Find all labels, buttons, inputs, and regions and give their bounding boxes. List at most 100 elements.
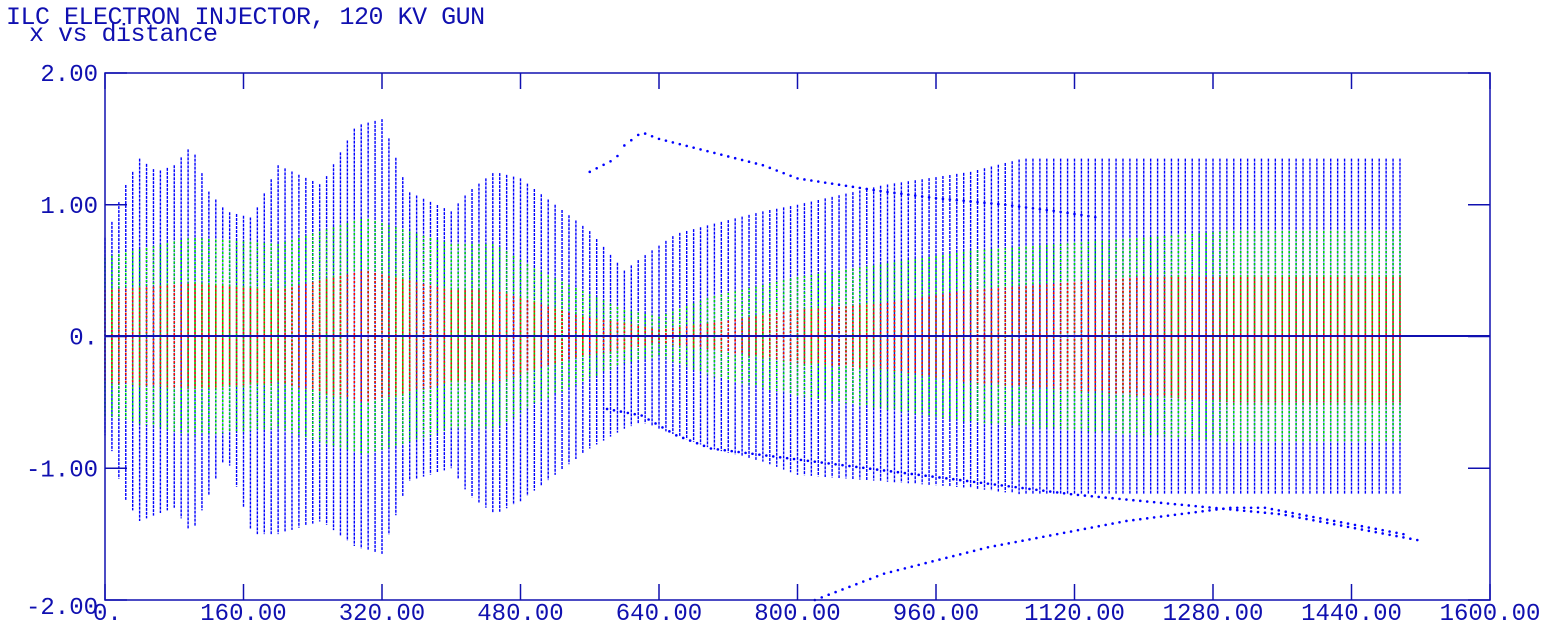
data-point	[1104, 523, 1107, 527]
data-point	[1062, 491, 1066, 495]
data-point	[1270, 507, 1274, 511]
data-point	[903, 567, 907, 570]
data-point	[720, 153, 723, 156]
data-point	[1277, 509, 1281, 512]
data-point	[1180, 503, 1184, 507]
x-tick-label: 0.	[93, 601, 122, 628]
data-point	[823, 181, 827, 184]
data-point	[685, 144, 688, 148]
data-point	[1208, 509, 1211, 512]
data-point	[1346, 522, 1350, 525]
data-point	[872, 188, 875, 192]
data-point	[827, 593, 830, 597]
data-point	[1083, 527, 1087, 531]
data-point	[972, 549, 976, 553]
data-point	[1229, 506, 1232, 510]
data-point	[1138, 517, 1142, 521]
data-point	[958, 553, 962, 556]
data-point	[1381, 528, 1384, 532]
data-point	[1038, 207, 1042, 211]
x-tick-label: 1600.00	[1440, 601, 1541, 628]
data-point	[1381, 532, 1384, 535]
data-point	[958, 478, 962, 482]
data-point	[1180, 512, 1184, 516]
data-point	[609, 159, 612, 163]
data-point	[820, 596, 824, 599]
data-point	[931, 560, 934, 563]
data-point	[1235, 508, 1239, 512]
data-point	[1194, 510, 1197, 514]
data-point	[1090, 494, 1094, 498]
data-point	[626, 411, 630, 415]
data-point	[1402, 536, 1405, 539]
data-point	[1208, 506, 1211, 509]
data-point	[882, 572, 886, 575]
data-point	[986, 482, 990, 485]
data-point	[1125, 498, 1128, 501]
data-point	[713, 151, 716, 155]
x-tick-label: 160.00	[200, 601, 286, 628]
data-point	[886, 190, 889, 194]
data-point	[1014, 485, 1017, 489]
data-point	[1152, 500, 1156, 504]
data-point	[1319, 517, 1322, 520]
data-point	[1152, 516, 1156, 519]
data-point	[1007, 542, 1011, 545]
data-point	[882, 469, 886, 472]
data-point	[1409, 537, 1412, 541]
data-point	[1035, 536, 1038, 540]
data-point	[623, 144, 626, 147]
data-point	[976, 200, 979, 204]
data-point	[900, 192, 903, 196]
data-point	[1395, 531, 1398, 535]
data-point	[830, 182, 834, 185]
data-point	[737, 450, 740, 454]
data-point	[1048, 534, 1052, 537]
data-point	[879, 189, 882, 193]
data-point	[681, 436, 685, 440]
data-point	[1104, 496, 1107, 499]
data-point	[1249, 506, 1253, 510]
data-point	[1235, 506, 1239, 510]
data-point	[661, 426, 664, 429]
data-point	[747, 160, 751, 164]
data-point	[903, 471, 907, 475]
data-point	[1249, 510, 1253, 513]
data-point	[1194, 504, 1197, 508]
data-point	[1021, 486, 1024, 490]
data-point	[633, 412, 637, 416]
data-point	[768, 166, 772, 170]
data-point	[875, 574, 879, 578]
data-point	[1325, 521, 1329, 525]
data-point	[726, 155, 730, 158]
data-point	[896, 470, 900, 474]
data-point	[789, 174, 792, 178]
data-point	[993, 544, 997, 548]
data-point	[1360, 528, 1364, 531]
data-point	[979, 547, 983, 551]
data-point	[1319, 520, 1322, 523]
data-point	[917, 563, 920, 567]
data-point	[889, 470, 893, 473]
data-point	[605, 407, 609, 411]
data-point	[678, 142, 682, 146]
data-point	[1069, 492, 1073, 496]
data-point	[1138, 499, 1142, 503]
data-point	[657, 137, 661, 141]
data-point	[1346, 525, 1350, 529]
data-point	[1132, 498, 1135, 502]
data-point	[1166, 514, 1170, 517]
data-point	[650, 134, 654, 138]
data-point	[771, 455, 775, 458]
data-point	[941, 197, 945, 201]
data-point	[636, 133, 640, 137]
data-point	[910, 472, 914, 476]
data-point	[799, 458, 803, 462]
data-point	[983, 201, 986, 205]
data-point	[841, 588, 844, 591]
data-point	[913, 194, 917, 197]
data-point	[1187, 511, 1191, 515]
data-point	[816, 180, 820, 183]
y-tick-label: 2.00	[40, 62, 98, 89]
